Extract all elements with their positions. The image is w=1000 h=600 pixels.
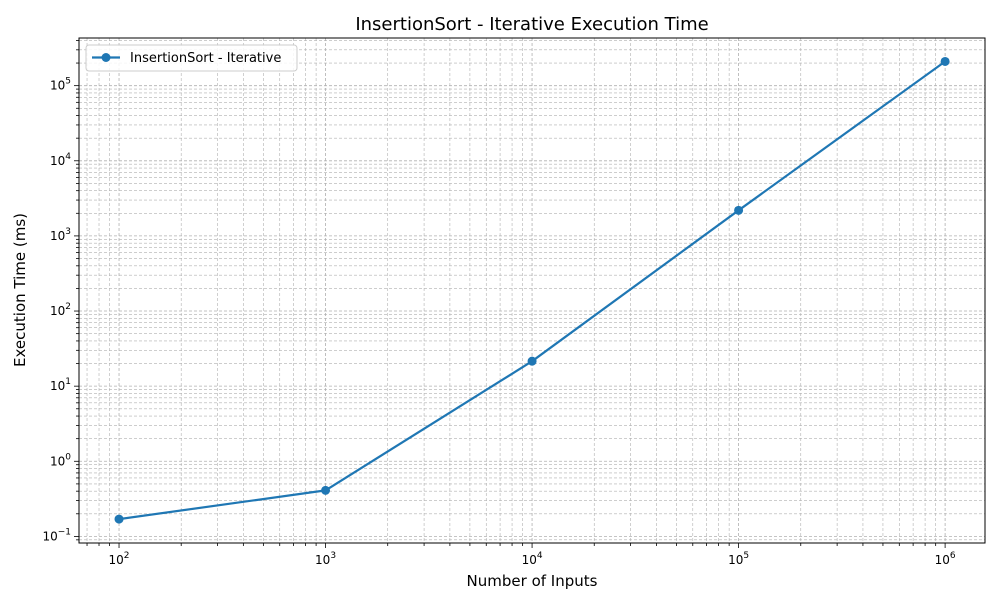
legend-box	[85, 44, 298, 72]
x-tick-label: 102	[109, 551, 130, 567]
x-tick-label: 104	[522, 551, 543, 567]
chart-title: InsertionSort - Iterative Execution Time	[355, 14, 708, 35]
x-tick-label: 106	[935, 551, 956, 567]
grid	[79, 38, 985, 543]
series	[114, 56, 950, 524]
legend-marker-swatch	[101, 53, 111, 62]
y-tick-label: 10−1	[42, 527, 71, 543]
y-tick-label: 105	[50, 77, 71, 93]
legend-label: InsertionSort - Iterative	[130, 51, 281, 66]
legend: InsertionSort - Iterative	[85, 44, 298, 72]
y-tick-label: 104	[50, 152, 71, 168]
x-axis-label: Number of Inputs	[467, 572, 598, 590]
y-tick-label: 100	[50, 452, 71, 468]
data-point	[114, 514, 124, 524]
data-point	[527, 356, 537, 366]
data-point	[734, 205, 744, 215]
x-tick-label: 105	[728, 551, 749, 567]
y-tick-label: 103	[50, 227, 71, 243]
y-tick-label: 101	[50, 377, 71, 393]
y-axis-label: Execution Time (ms)	[11, 213, 29, 367]
x-tick-label: 103	[315, 551, 336, 567]
data-point	[940, 56, 950, 66]
data-point	[321, 485, 331, 495]
axis-ticks: 102 103 104 105 106 10−1 100 101 102 103 104 105	[42, 40, 956, 567]
y-tick-label: 102	[50, 302, 71, 318]
